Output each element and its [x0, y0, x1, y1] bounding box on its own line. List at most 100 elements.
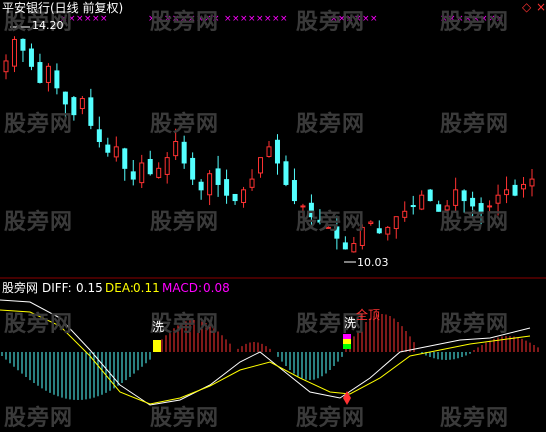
x-marker: × — [272, 14, 280, 24]
candle-body — [385, 226, 391, 235]
candle-body — [376, 228, 382, 234]
yellow-signal-block — [153, 340, 161, 352]
candle-body — [266, 146, 272, 157]
candle-body — [504, 189, 510, 196]
x-marker: × — [256, 14, 264, 24]
candle-body — [62, 91, 68, 105]
candle-body — [529, 178, 535, 187]
candle-body — [258, 157, 264, 174]
candle-body — [291, 180, 297, 202]
candle-body — [207, 173, 213, 196]
candle-body — [359, 226, 365, 246]
candle-body — [164, 157, 170, 175]
x-marker: × — [448, 14, 456, 24]
x-marker: × — [68, 14, 76, 24]
watermark: 股旁网 — [4, 312, 74, 337]
candle-body — [325, 226, 331, 229]
dea-label: DEA: — [105, 281, 134, 295]
x-marker: × — [488, 14, 496, 24]
candle-body — [173, 141, 179, 157]
candle-body — [122, 148, 128, 169]
candle-body — [393, 216, 399, 230]
x-marker: × — [354, 14, 362, 24]
candlestick-chart: × × × × × × × × × × × × × × × × × × × × × × × × × × × × × × × × × × × × × — [0, 14, 546, 406]
candle-body — [96, 129, 102, 143]
candle-body — [105, 144, 111, 153]
candle-body — [351, 243, 357, 253]
dea-line — [0, 309, 531, 405]
x-marker: × — [164, 14, 172, 24]
candle-body — [249, 178, 255, 188]
candle-body — [402, 210, 408, 218]
watermark: 股旁网 — [150, 112, 220, 137]
x-marker: × — [464, 14, 472, 24]
candle-body — [28, 48, 34, 67]
x-marker: × — [172, 14, 180, 24]
candle-body — [54, 70, 60, 89]
watermark: 股旁网 — [150, 10, 220, 35]
high-price-label: 14.20 — [32, 19, 64, 32]
candle-body — [521, 183, 527, 190]
candle-body — [241, 189, 247, 203]
candle-body — [317, 219, 323, 223]
x-marker: × — [84, 14, 92, 24]
buy-arrow-icon — [343, 391, 351, 405]
candle-body — [300, 205, 306, 208]
candle-body — [113, 146, 119, 158]
watermark: 股旁网 — [296, 210, 366, 235]
watermark: 股旁网 — [150, 312, 220, 337]
watermark: 股旁网 — [4, 406, 74, 431]
x-marker: × — [472, 14, 480, 24]
x-marker: × — [204, 14, 212, 24]
x-marker: × — [346, 14, 354, 24]
watermark: 股旁网 — [4, 10, 74, 35]
diff-label: DIFF: — [42, 281, 72, 295]
macd-label: MACD: — [162, 281, 203, 295]
candle-body — [419, 194, 425, 210]
candle-body — [495, 194, 501, 204]
x-marker: × — [240, 14, 248, 24]
candle-body — [368, 221, 374, 225]
candle-body — [11, 38, 17, 67]
watermark: 股旁网 — [440, 10, 510, 35]
candle-body — [20, 38, 26, 51]
x-marker: × — [440, 14, 448, 24]
candle-body — [147, 159, 153, 175]
x-marker: × — [212, 14, 220, 24]
settings-diamond-icon[interactable]: ◇ — [522, 0, 532, 14]
x-marker: × — [156, 14, 164, 24]
candle-body — [45, 65, 51, 83]
candle-body — [198, 181, 204, 191]
candle-body — [190, 157, 196, 180]
candle-body — [274, 139, 280, 164]
dea-value: 0.11 — [133, 281, 160, 295]
candle-body — [139, 162, 145, 184]
candle-body — [37, 62, 43, 83]
candle-body — [156, 167, 162, 178]
x-marker: × — [232, 14, 240, 24]
candle-body — [283, 161, 289, 185]
candle-body — [470, 197, 476, 207]
macd-value: 0.08 — [203, 281, 230, 295]
diff-value: 0.15 — [76, 281, 103, 295]
candle-body — [453, 189, 459, 206]
candle-body — [130, 171, 136, 180]
watermark: 股旁网 — [296, 312, 366, 337]
candle-body — [342, 242, 348, 250]
candle-body — [232, 193, 238, 202]
signal-block — [343, 334, 351, 339]
candle-body — [71, 97, 77, 116]
diff-line — [0, 299, 531, 406]
candle-body — [427, 189, 433, 202]
watermark: 股旁网 — [440, 312, 510, 337]
x-marker: × — [456, 14, 464, 24]
x-marker: × — [148, 14, 156, 24]
watermark: 股旁网 — [296, 10, 366, 35]
candle-body — [3, 60, 9, 73]
watermark: 股旁网 — [296, 112, 366, 137]
x-marker: × — [338, 14, 346, 24]
candle-body — [308, 202, 314, 218]
close-icon[interactable]: × — [536, 0, 546, 14]
candle-body — [444, 205, 450, 211]
